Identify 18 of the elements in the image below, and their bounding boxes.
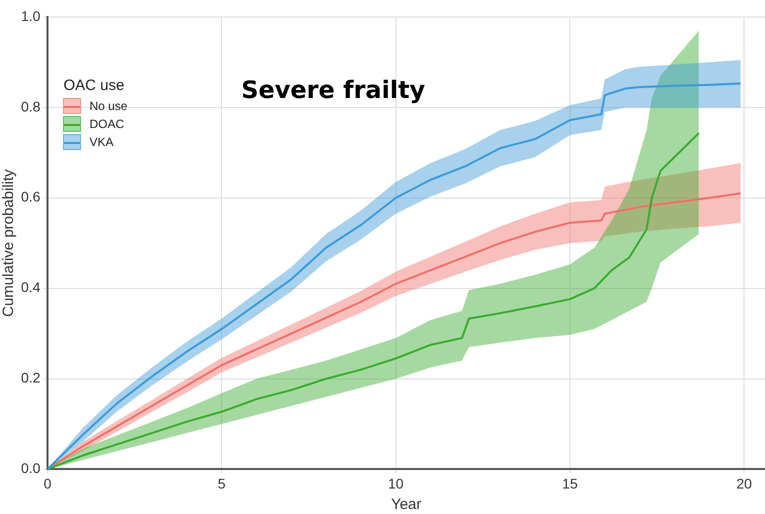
legend-title: OAC use xyxy=(63,77,126,94)
x-tick-label: 20 xyxy=(736,475,752,492)
legend-label: VKA xyxy=(89,135,114,149)
y-tick-label: 0.2 xyxy=(20,370,41,386)
x-tick-label: 15 xyxy=(562,475,578,492)
legend-label: No use xyxy=(89,99,128,113)
y-tick-label: 0.0 xyxy=(20,460,41,476)
x-tick-label: 5 xyxy=(218,475,226,492)
x-tick-label: 0 xyxy=(44,475,52,492)
x-axis-title: Year xyxy=(391,496,422,514)
legend-label: DOAC xyxy=(89,117,124,131)
y-tick-label: 1.0 xyxy=(20,8,41,24)
y-tick-label: 0.6 xyxy=(20,188,41,205)
annotation: Severe frailty xyxy=(241,76,426,104)
y-tick-label: 0.4 xyxy=(20,279,41,296)
y-axis-title: Cumulative probability xyxy=(0,168,18,317)
y-tick-label: 0.8 xyxy=(20,98,41,114)
x-tick-label: 10 xyxy=(388,475,404,492)
